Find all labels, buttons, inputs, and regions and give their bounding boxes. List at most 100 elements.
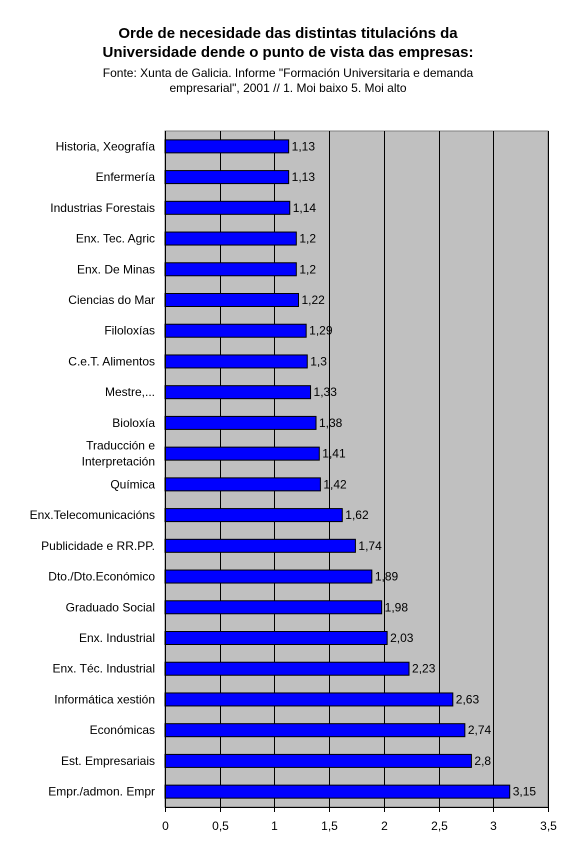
value-label: 2,63 — [456, 692, 480, 706]
value-label: 2,74 — [468, 723, 492, 737]
category-label-line: Empr./admon. Empr — [48, 785, 155, 799]
category-label-line: Interpretación — [82, 455, 155, 469]
bar — [164, 170, 290, 185]
bar — [164, 723, 466, 738]
x-tick-label: 3 — [490, 819, 497, 833]
category-label: Enx. Tec. Agric — [76, 232, 155, 246]
value-label: 1,13 — [292, 170, 316, 184]
category-label: Económicas — [90, 723, 155, 737]
value-label: 1,3 — [310, 354, 327, 368]
category-label-line: Enx. Industrial — [79, 631, 155, 645]
bar — [164, 600, 383, 615]
category-label-line: Historia, Xeografía — [56, 139, 156, 153]
category-label-line: Traducción e — [86, 439, 155, 453]
category-label-line: Publicidade e RR.PP. — [41, 539, 155, 553]
value-label: 1,41 — [322, 447, 346, 461]
value-label: 2,8 — [474, 754, 491, 768]
category-label: Informática xestión — [54, 692, 155, 706]
bar — [164, 231, 297, 246]
bar — [164, 692, 454, 707]
bar — [164, 446, 320, 461]
value-label: 1,2 — [299, 262, 316, 276]
category-label: Historia, Xeografía — [56, 139, 156, 153]
bar — [164, 477, 321, 492]
value-label: 1,33 — [314, 385, 338, 399]
value-label: 1,14 — [293, 201, 317, 215]
category-label-line: Enx. Tec. Agric — [76, 232, 155, 246]
value-label: 1,62 — [345, 508, 369, 522]
bar — [164, 354, 308, 369]
category-label-line: Económicas — [90, 723, 155, 737]
category-label-line: Filoloxías — [104, 324, 155, 338]
category-label-line: Dto./Dto.Económico — [48, 570, 155, 584]
category-label-line: Enx. De Minas — [77, 262, 155, 276]
category-label-line: Mestre,... — [105, 385, 155, 399]
x-tick-label: 0 — [162, 819, 169, 833]
category-label: Empr./admon. Empr — [48, 785, 155, 799]
category-label-line: Química — [110, 477, 155, 491]
category-labels: Historia, Xeografía Enfermería Industrias … — [30, 139, 156, 798]
x-tick-label: 3,5 — [540, 819, 557, 833]
value-label: 1,22 — [302, 293, 326, 307]
value-label: 1,42 — [323, 477, 347, 491]
bar — [164, 200, 291, 215]
x-tick-label: 0,5 — [212, 819, 229, 833]
bar — [164, 415, 317, 430]
bar — [164, 139, 290, 154]
category-label: Enx.Telecomunicacións — [30, 508, 155, 522]
bar — [164, 262, 297, 277]
category-label: Dto./Dto.Económico — [48, 570, 155, 584]
category-label-line: Industrias Forestais — [50, 201, 155, 215]
chart-subtitle-line-2: empresarial", 2001 // 1. Moi baixo 5. Mo… — [169, 81, 407, 95]
bar — [164, 293, 300, 307]
value-label: 1,89 — [375, 570, 399, 584]
value-label: 2,03 — [390, 631, 414, 645]
category-label: Química — [110, 477, 155, 491]
bar — [164, 569, 373, 584]
category-label-line: Est. Empresariais — [61, 754, 155, 768]
x-tick-label: 2 — [381, 819, 388, 833]
category-label: Traducción e Interpretación — [82, 439, 156, 469]
bar — [164, 385, 312, 400]
chart-subtitle-line-1: Fonte: Xunta de Galicia. Informe "Formac… — [102, 66, 474, 80]
category-label: Est. Empresariais — [61, 754, 155, 768]
category-label: Enfermería — [96, 170, 156, 184]
bar — [164, 661, 410, 676]
x-tick-label: 1 — [271, 819, 278, 833]
category-label: Ciencias do Mar — [68, 293, 155, 307]
category-label: Mestre,... — [105, 385, 155, 399]
category-label: Publicidade e RR.PP. — [41, 539, 155, 553]
value-label: 3,15 — [513, 785, 537, 799]
value-label: 2,23 — [412, 662, 436, 676]
category-label: Bioloxía — [112, 416, 155, 430]
x-tick-label: 2,5 — [431, 819, 448, 833]
category-label-line: Graduado Social — [66, 600, 155, 614]
bar — [164, 631, 388, 645]
category-label-line: C.e.T. Alimentos — [68, 354, 155, 368]
category-label: Filoloxías — [104, 324, 155, 338]
bar — [164, 508, 343, 523]
category-label: Graduado Social — [66, 600, 155, 614]
value-label: 1,13 — [292, 139, 316, 153]
value-labels: 1,13 1,13 1,14 1,2 1,2 1,22 1,29 1,3 1,33 1,38 1,4… — [292, 139, 537, 798]
category-label-line: Informática xestión — [54, 692, 155, 706]
category-label-line: Enfermería — [96, 170, 156, 184]
category-label-line: Enx. Téc. Industrial — [53, 662, 156, 676]
chart-title-line-1: Orde de necesidade das distintas titulac… — [118, 25, 458, 42]
value-label: 1,38 — [319, 416, 343, 430]
bar — [164, 538, 356, 553]
category-label: Enx. De Minas — [77, 262, 155, 276]
value-label: 1,74 — [358, 539, 382, 553]
value-label: 1,29 — [309, 324, 333, 338]
x-axis: 0 0,5 1 1,5 2 2,5 3 3,5 — [162, 131, 557, 833]
category-label-line: Ciencias do Mar — [68, 293, 155, 307]
bar — [164, 784, 511, 799]
x-tick-label: 1,5 — [321, 819, 338, 833]
chart-title-line-2: Universidade dende o punto de vista das … — [102, 44, 474, 61]
category-label: Enx. Téc. Industrial — [53, 662, 156, 676]
bar — [164, 753, 472, 768]
category-label-line: Bioloxía — [112, 416, 155, 430]
category-label: Industrias Forestais — [50, 201, 155, 215]
category-label-line: Enx.Telecomunicacións — [30, 508, 155, 522]
